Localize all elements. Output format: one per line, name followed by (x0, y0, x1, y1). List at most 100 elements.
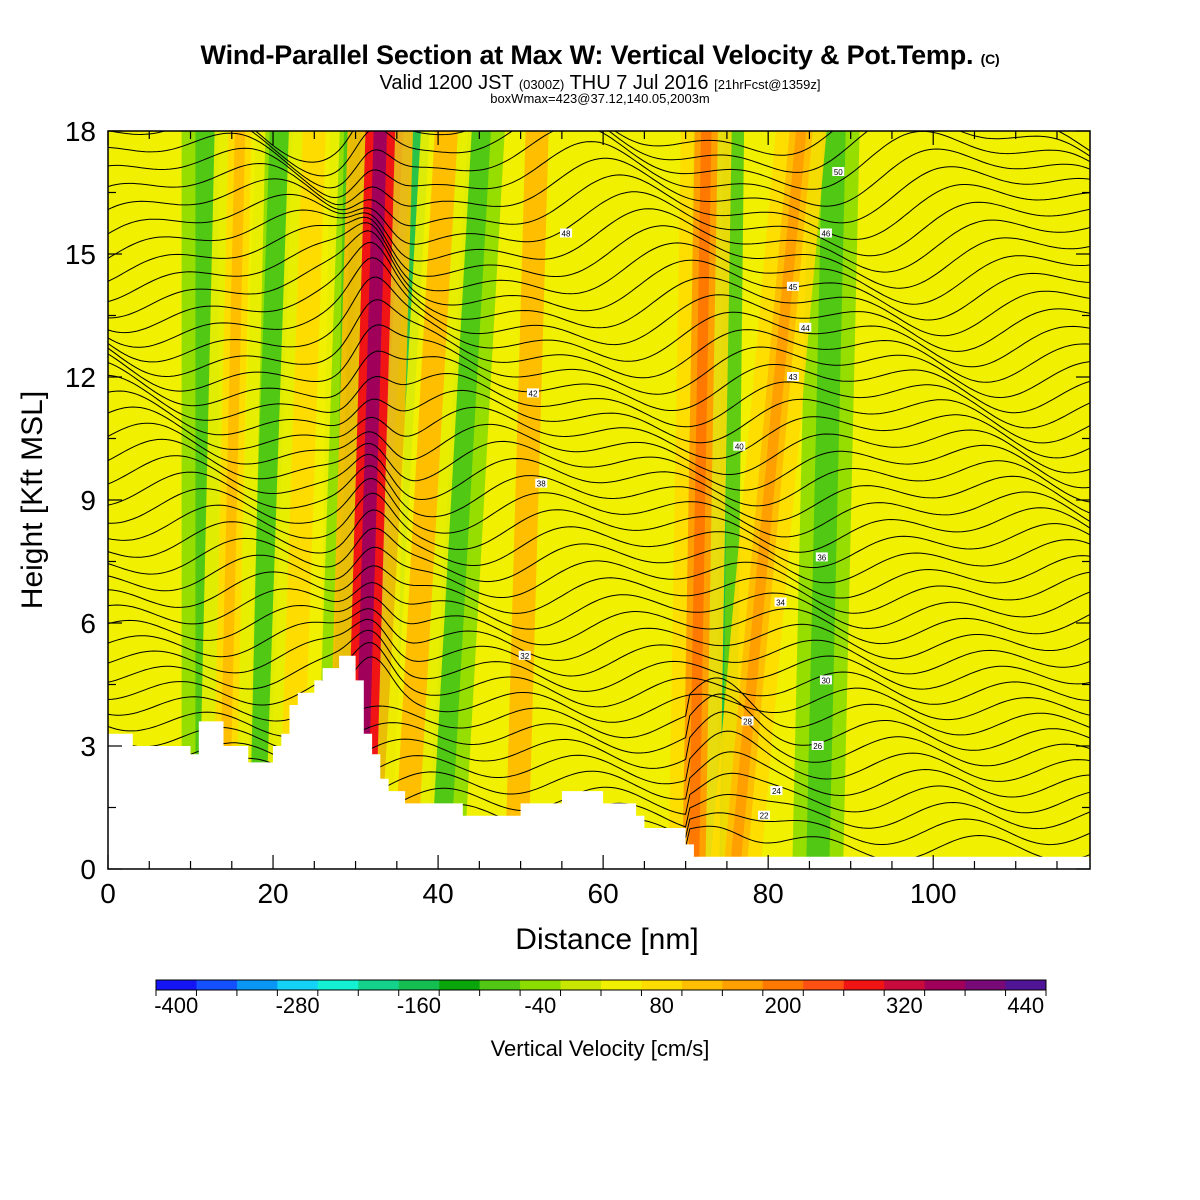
colorbar: -400 -280 -160 -40 80 200 320 440 (154, 979, 1047, 1018)
contour-label: 32 (520, 652, 529, 661)
valid-utc: (0300Z) (518, 77, 565, 92)
contour-label: 38 (537, 480, 546, 489)
contour-label: 30 (821, 676, 830, 685)
contour-label: 43 (788, 373, 797, 382)
y-tick-label: 12 (65, 362, 96, 393)
title-text: Wind-Parallel Section at Max W: Vertical… (200, 40, 974, 70)
colorbar-swatch (762, 980, 804, 990)
updraft-band (709, 131, 827, 869)
colorbar-swatch (965, 980, 1007, 990)
colorbar-swatch (236, 980, 278, 990)
updraft-band (491, 131, 563, 869)
theta-contour-line (108, 208, 1090, 273)
colorbar-swatch (641, 980, 683, 990)
copyright-mark: (C) (980, 51, 1000, 67)
x-tick-label: 40 (423, 878, 454, 909)
contour-label-bg (832, 167, 845, 176)
theta-contour-line (108, 174, 1090, 240)
theta-contour-line (108, 141, 1090, 207)
colorbar-swatch (520, 980, 562, 990)
theta-contour-line (108, 565, 1090, 614)
theta-contour-line (108, 527, 1090, 584)
contour-label: 36 (817, 553, 826, 562)
theta-contour-line (108, 711, 1090, 769)
colorbar-tick-label: 80 (649, 993, 673, 1018)
x-tick-label: 60 (588, 878, 619, 909)
y-tick-label: 6 (80, 608, 96, 639)
theta-contour-line (108, 389, 1090, 444)
theta-contour-line (108, 372, 1090, 429)
contour-label-bg (741, 716, 754, 726)
theta-contour-line (108, 230, 1090, 321)
colorbar-swatch (884, 980, 926, 990)
colorbar-swatch (1005, 980, 1047, 990)
theta-contour-line (108, 299, 1090, 383)
contour-label-bg (559, 228, 572, 238)
colorbar-swatch (560, 980, 602, 990)
contour-labels: 22 24 26 28 30 32 34 36 38 40 42 43 44 45 46 48 50 (518, 167, 845, 821)
y-axis-title: Height [Kft MSL] (16, 391, 49, 609)
contour-label-bg (799, 322, 812, 332)
theta-contour-line (108, 629, 1090, 692)
colorbar-tick-label: -160 (397, 993, 441, 1018)
contour-label: 44 (801, 324, 810, 333)
x-tick-label: 100 (910, 878, 957, 909)
theta-contour-line (108, 276, 1090, 368)
contour-label-bg (535, 478, 548, 488)
theta-contour-line (108, 438, 1090, 491)
contour-label-bg (770, 786, 783, 796)
contour-label: 46 (821, 230, 830, 239)
updraft-band (379, 131, 472, 869)
theta-contour-line (108, 465, 1090, 522)
x-tick-label: 20 (257, 878, 288, 909)
contour-label-bg (811, 741, 824, 750)
colorbar-swatch (722, 980, 764, 990)
theta-contour-line (108, 608, 1090, 661)
colorbar-tick-label: -400 (154, 993, 198, 1018)
colorbar-swatch (843, 980, 885, 990)
colorbar-swatch (924, 980, 966, 990)
colorbar-swatch (439, 980, 481, 990)
theta-contour-line (108, 546, 1090, 599)
colorbar-swatch (277, 980, 319, 990)
y-tick-label: 9 (80, 485, 96, 516)
colorbar-tick-label: -280 (276, 993, 320, 1018)
contour-label: 26 (813, 742, 822, 751)
contour-label-bg (526, 388, 539, 398)
theta-contour-line (108, 453, 1090, 507)
x-tick-label: 80 (753, 878, 784, 909)
theta-contour-line (108, 257, 1090, 352)
contour-label: 42 (529, 389, 538, 398)
theta-contour-line (108, 216, 1090, 289)
theta-contour-line (108, 509, 1090, 569)
y-tick-label: 3 (80, 731, 96, 762)
contour-label-bg (786, 372, 799, 381)
contour-label: 34 (776, 599, 785, 608)
colorbar-tick-label: 440 (1007, 993, 1044, 1018)
chart-subtitle: Valid 1200 JST (0300Z) THU 7 Jul 2016 [2… (0, 72, 1200, 95)
theta-contour-line (108, 581, 1090, 630)
contour-label: 24 (772, 787, 781, 796)
theta-contour-line (108, 241, 1090, 337)
theta-contour-line (108, 422, 1090, 475)
contour-label: 28 (743, 717, 752, 726)
contour-label-bg (815, 552, 828, 562)
contour-label-bg (819, 675, 832, 685)
colorbar-swatch (196, 980, 238, 990)
colorbar-swatch (479, 980, 521, 990)
theta-contour-line (108, 222, 1090, 305)
contour-label-bg (819, 228, 832, 238)
colorbar-swatch (156, 980, 197, 990)
plot-area: 22 24 26 28 30 32 34 36 38 40 42 43 44 45 46 48 50 (108, 131, 1090, 869)
theta-contour-line (254, 131, 1090, 163)
theta-contour-line (108, 350, 1090, 414)
box-info: boxWmax=423@37.12,140.05,2003m (490, 91, 710, 106)
colorbar-swatch (398, 980, 440, 990)
theta-contour-line (108, 618, 1090, 677)
contour-label: 22 (760, 812, 769, 821)
contour-label: 50 (834, 168, 843, 177)
contour-label-bg (518, 650, 531, 660)
colorbar-tick-label: 320 (886, 993, 923, 1018)
theta-contour-line (108, 131, 1090, 177)
